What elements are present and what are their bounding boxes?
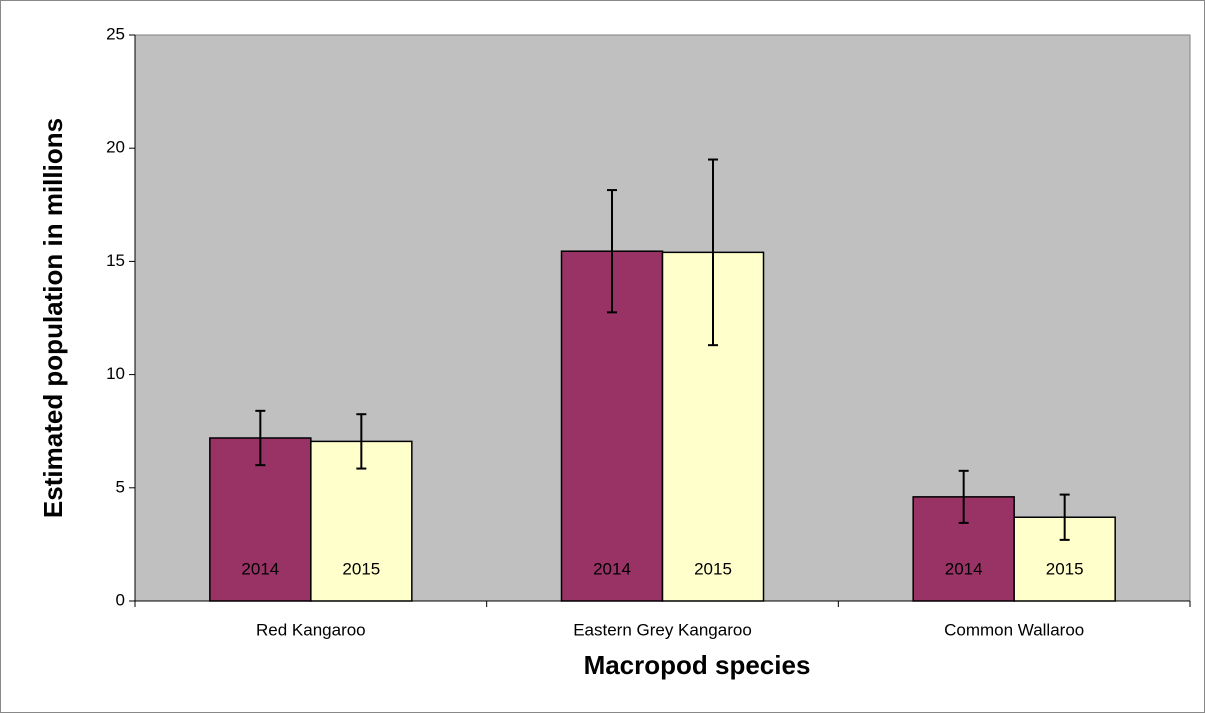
error-bar bbox=[356, 413, 367, 470]
y-tick-label: 0 bbox=[116, 590, 125, 609]
error-bar bbox=[607, 189, 617, 314]
error-bar bbox=[255, 409, 266, 467]
y-tick-label: 20 bbox=[106, 138, 125, 157]
series-label: 2015 bbox=[694, 559, 732, 578]
y-tick-label: 10 bbox=[106, 364, 125, 383]
series-label: 2015 bbox=[342, 559, 380, 578]
x-tick-label: Common Wallaroo bbox=[944, 620, 1084, 639]
x-tick-label: Eastern Grey Kangaroo bbox=[573, 620, 752, 639]
y-tick-label: 5 bbox=[116, 477, 125, 496]
y-tick-label: 25 bbox=[106, 24, 125, 43]
error-bar bbox=[708, 158, 718, 347]
series-label: 2014 bbox=[593, 559, 631, 578]
series-label: 2014 bbox=[945, 559, 983, 578]
series-label: 2015 bbox=[1046, 559, 1084, 578]
error-bar bbox=[958, 469, 969, 524]
y-tick-label: 15 bbox=[106, 251, 125, 270]
x-axis-title: Macropod species bbox=[584, 650, 811, 680]
x-tick-label: Red Kangaroo bbox=[256, 620, 366, 639]
series-label: 2014 bbox=[241, 559, 279, 578]
y-axis-title: Estimated population in millions bbox=[38, 118, 68, 518]
error-bar bbox=[1059, 493, 1070, 541]
